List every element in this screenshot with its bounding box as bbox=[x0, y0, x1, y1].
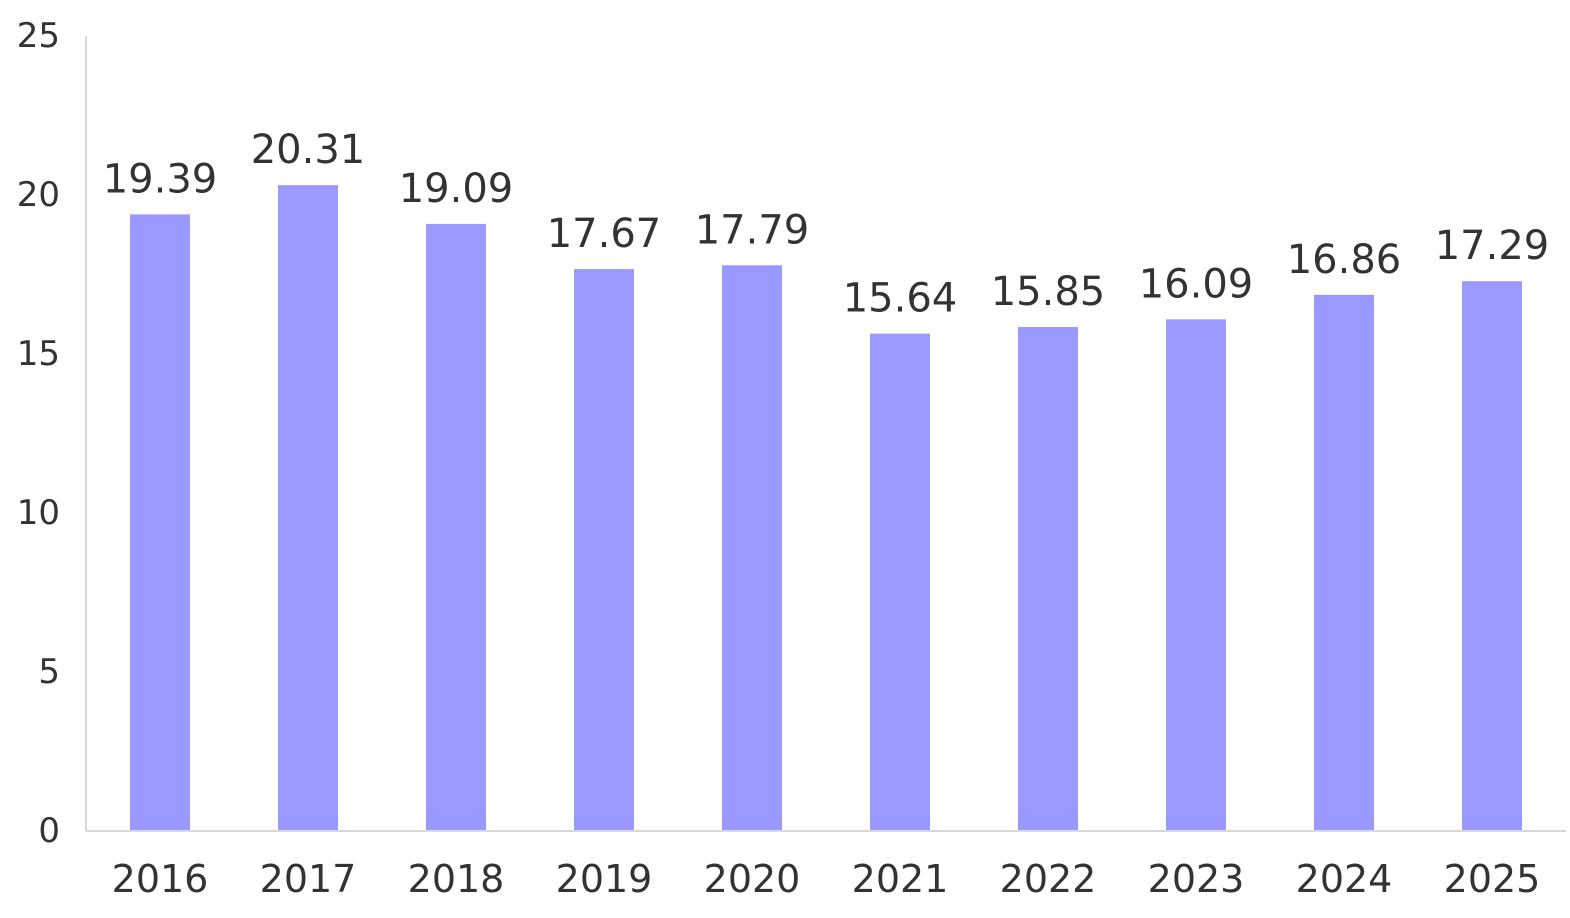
bar-2016 bbox=[130, 214, 190, 831]
data-label-2017: 20.31 bbox=[251, 127, 366, 173]
bar-2018 bbox=[426, 223, 486, 832]
x-tick-label-2018: 2018 bbox=[408, 857, 505, 901]
y-tick-label: 0 bbox=[38, 811, 60, 851]
x-tick-label-2017: 2017 bbox=[260, 857, 357, 901]
data-label-2025: 17.29 bbox=[1435, 223, 1550, 269]
bars-group bbox=[130, 185, 1522, 832]
data-label-2023: 16.09 bbox=[1139, 261, 1254, 307]
bar-2017 bbox=[278, 185, 338, 832]
bar-2020 bbox=[722, 265, 782, 831]
x-tick-label-2019: 2019 bbox=[556, 857, 653, 901]
bar-2025 bbox=[1462, 281, 1522, 832]
y-tick-label: 20 bbox=[17, 175, 60, 215]
y-tick-label: 5 bbox=[38, 652, 60, 692]
data-label-2018: 19.09 bbox=[399, 166, 514, 212]
data-label-2021: 15.64 bbox=[843, 276, 958, 322]
y-axis-ticks: 0 5 10 15 20 25 bbox=[17, 16, 60, 851]
bar-2021 bbox=[870, 333, 930, 831]
x-tick-label-2016: 2016 bbox=[112, 857, 209, 901]
y-tick-label: 25 bbox=[17, 16, 60, 56]
data-label-2020: 17.79 bbox=[695, 207, 810, 253]
bar-2024 bbox=[1314, 294, 1374, 831]
data-label-2024: 16.86 bbox=[1287, 237, 1402, 283]
x-tick-label-2025: 2025 bbox=[1444, 857, 1541, 901]
bar-2023 bbox=[1166, 319, 1226, 831]
data-labels-group: 19.39 20.31 19.09 17.67 17.79 15.64 15.85 16.09… bbox=[103, 127, 1550, 322]
y-tick-label: 15 bbox=[17, 334, 60, 374]
data-label-2022: 15.85 bbox=[991, 269, 1106, 315]
y-tick-label: 10 bbox=[17, 493, 60, 533]
x-tick-label-2021: 2021 bbox=[852, 857, 949, 901]
x-tick-label-2022: 2022 bbox=[1000, 857, 1097, 901]
x-tick-label-2020: 2020 bbox=[704, 857, 801, 901]
x-axis-labels: 2016 2017 2018 2019 2020 2021 2022 2023 2024 2025 bbox=[112, 857, 1541, 901]
x-tick-label-2024: 2024 bbox=[1296, 857, 1393, 901]
x-tick-label-2023: 2023 bbox=[1148, 857, 1245, 901]
bar-2022 bbox=[1018, 326, 1078, 831]
bar-2019 bbox=[574, 269, 634, 831]
data-label-2016: 19.39 bbox=[103, 156, 218, 202]
data-label-2019: 17.67 bbox=[547, 211, 662, 257]
